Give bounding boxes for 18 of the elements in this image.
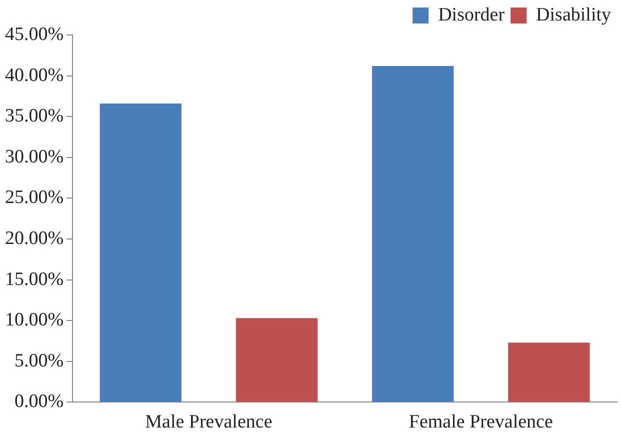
bar (236, 318, 318, 402)
y-tick-label: 15.00% (5, 268, 64, 290)
y-tick-label: 35.00% (5, 106, 64, 127)
y-tick-label: 45.00% (5, 24, 64, 45)
bar (508, 342, 590, 402)
y-tick-label: 25.00% (5, 187, 64, 208)
x-tick-label: Female Prevalence (408, 412, 553, 433)
y-tick-label: 5.00% (14, 350, 64, 372)
y-tick-label: 30.00% (5, 146, 64, 168)
y-tick-label: 40.00% (5, 64, 64, 86)
legend-label: Disorder (438, 4, 506, 26)
legend-label: Disability (536, 4, 612, 26)
y-tick-label: 10.00% (5, 310, 64, 331)
y-tick-label: 0.00% (14, 391, 64, 412)
bar (100, 104, 182, 402)
bar (372, 66, 454, 402)
x-tick-label: Male Prevalence (145, 412, 272, 433)
y-tick-label: 20.00% (5, 228, 64, 249)
